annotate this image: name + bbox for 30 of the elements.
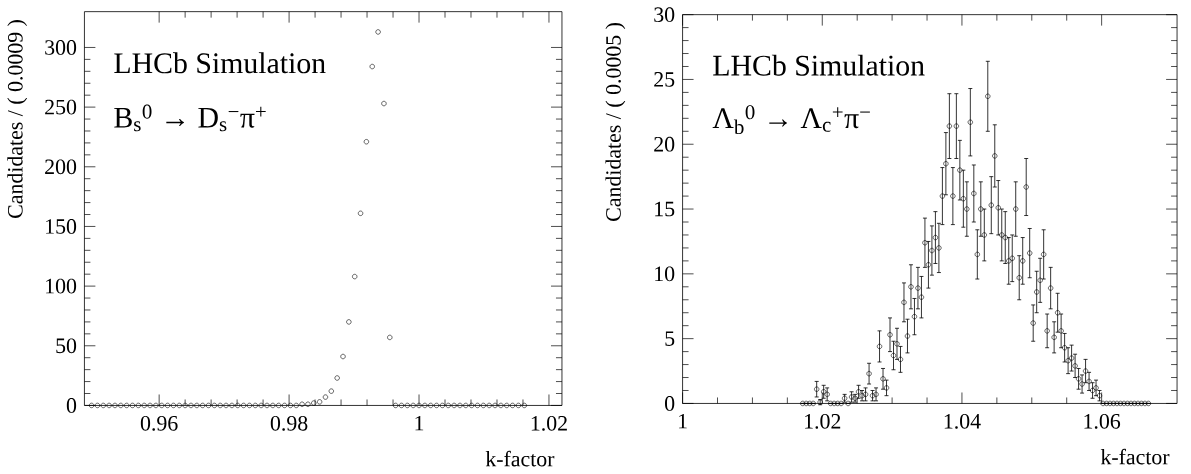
y-tick-label: 50 [56,338,77,354]
x-tick-label: 1.06 [1084,414,1121,429]
x-tick-label: 1.02 [805,414,841,429]
annotation: Λ$_{b}$$^{0}$ → Λ$_{c}$$^{+}$π$^{−}$ [712,105,870,135]
x-axis-title: k-factor [485,450,555,467]
y-tick-label: 250 [45,99,77,115]
annotation: LHCb Simulation [713,54,925,76]
annotation: B$_{s}$$^{0}$ → D$_{s}$$^{−}$π$^{+}$ [114,104,266,132]
y-axis-title: Candidates / ( 0.0009 ) [7,20,28,219]
x-tick-label: 0.98 [270,416,308,431]
x-tick-label: 1.04 [944,414,981,429]
y-tick-label: 150 [46,219,77,234]
y-tick-label: 300 [45,40,77,55]
x-tick-label: 1 [679,414,687,429]
x-tick-label: 0.96 [140,416,178,431]
y-tick-label: 15 [655,201,675,217]
y-tick-label: 0 [665,396,675,411]
y-tick-label: 100 [46,278,77,294]
y-axis-title: Candidates / ( 0.0005 ) [605,23,626,222]
y-tick-label: 200 [45,159,77,175]
annotation: LHCb Simulation [114,52,326,74]
y-tick-label: 20 [654,137,675,152]
x-tick-label: 1 [415,416,424,431]
y-tick-label: 0 [66,398,77,413]
x-tick-label: 1.02 [531,416,567,431]
y-tick-label: 25 [654,72,675,87]
x-axis-title: k-factor [1100,448,1170,465]
y-tick-label: 30 [654,7,675,23]
y-tick-label: 5 [665,331,675,347]
y-tick-label: 10 [655,266,675,282]
